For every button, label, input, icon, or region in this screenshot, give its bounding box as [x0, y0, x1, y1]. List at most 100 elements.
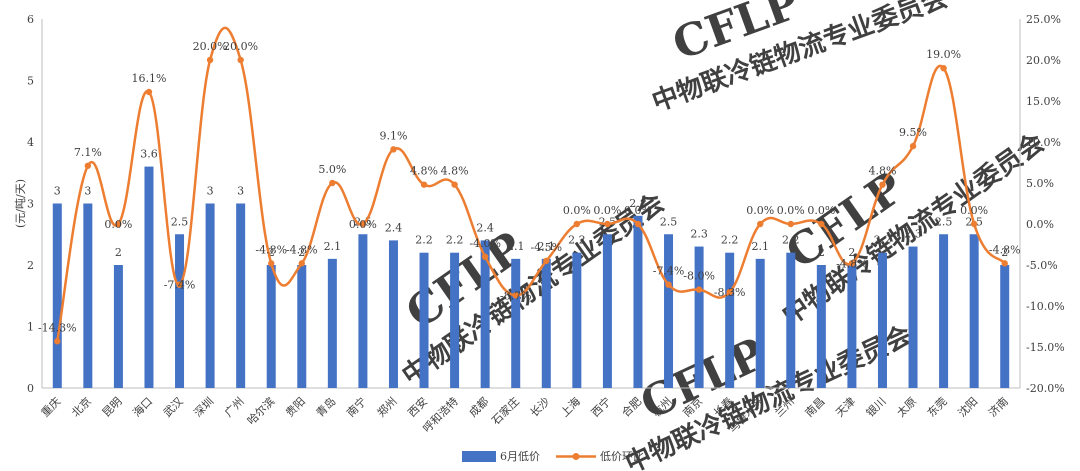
line-value-label: 0.0% [104, 218, 132, 231]
line-point [237, 56, 244, 64]
category-label: 深圳 [191, 395, 216, 420]
bar [786, 252, 796, 388]
right-tick-label: -15.0% [1026, 341, 1065, 354]
bar-series [52, 166, 1010, 388]
line-point [1001, 260, 1008, 267]
bar [511, 258, 521, 388]
category-label: 昆明 [100, 395, 125, 420]
line-value-label: 4.8% [868, 165, 896, 178]
line-point [176, 281, 183, 288]
line-point [879, 181, 886, 188]
right-tick-label: -20.0% [1026, 382, 1065, 395]
line-value-label: 0.0% [624, 204, 652, 217]
bar [664, 234, 674, 388]
bar [327, 258, 337, 388]
bar [847, 265, 857, 388]
line-value-label: 16.1% [131, 72, 166, 85]
category-label: 西安 [405, 394, 430, 419]
category-label: 天津 [833, 395, 858, 420]
category-label: 广州 [222, 395, 247, 420]
bar-value-label: 3 [237, 185, 244, 198]
category-label: 长沙 [528, 395, 553, 420]
bar-value-label: 2 [818, 246, 825, 259]
bar [633, 215, 643, 388]
line-point [634, 220, 642, 228]
category-label: 贵阳 [283, 395, 308, 420]
category-label: 上海 [558, 394, 583, 419]
legend-swatch-bar [462, 451, 496, 462]
line-point [451, 181, 458, 188]
line-value-label: -4.5% [530, 241, 562, 254]
bar [694, 246, 704, 388]
category-label: 西宁 [588, 394, 613, 419]
line-value-label: 9.1% [379, 129, 407, 142]
line-point [512, 292, 519, 299]
bar-value-label: 2 [848, 246, 855, 259]
line-point [818, 220, 825, 228]
line-point [665, 281, 672, 288]
bar-value-label: 3 [207, 185, 214, 198]
bar [144, 166, 154, 388]
line-point [481, 253, 489, 260]
right-tick-label: 20.0% [1026, 54, 1061, 67]
legend-label-bar: 6月低价 [500, 450, 540, 463]
bar [83, 203, 93, 388]
line-point [359, 220, 367, 228]
bar-value-label: 2.1 [324, 240, 342, 253]
bar-value-label: 2.1 [751, 240, 769, 253]
bar-value-label: 2 [268, 246, 275, 259]
left-tick-label: 6 [27, 13, 34, 26]
bar-value-label: 2 [115, 246, 122, 259]
line-point [420, 181, 428, 188]
line-point [298, 260, 305, 267]
line-labels: -14.3%7.1%0.0%16.1%-7.4%20.0%20.0%-4.8%-… [38, 40, 1021, 334]
category-label: 南宁 [344, 394, 369, 419]
right-tick-label: 25.0% [1026, 13, 1061, 26]
left-tick-label: 5 [27, 75, 34, 88]
category-label: 沈阳 [955, 394, 980, 419]
right-tick-label: 15.0% [1026, 95, 1061, 108]
left-tick-label: 3 [27, 198, 34, 211]
category-label: 青岛 [313, 394, 338, 419]
line-value-label: -7.4% [653, 265, 685, 278]
line-point [573, 220, 581, 228]
bar [266, 265, 276, 388]
category-label: 武汉 [161, 395, 186, 420]
bar-value-label: 3 [54, 185, 61, 198]
left-tick-label: 1 [27, 321, 34, 334]
line-point [604, 220, 611, 228]
bar [450, 252, 460, 388]
line-value-label: 0.0% [349, 218, 377, 231]
bar [1000, 265, 1010, 388]
right-tick-label: 0.0% [1026, 218, 1054, 231]
bar-value-label: 2 [1001, 246, 1008, 259]
line-value-label: -8.0% [683, 270, 715, 283]
line-value-label: -4.8% [286, 243, 318, 256]
category-label: 济南 [985, 394, 1010, 419]
bar-value-label: 2 [298, 246, 305, 259]
category-label: 东莞 [925, 395, 950, 420]
line-value-label: -14.3% [38, 321, 77, 334]
category-label: 哈尔滨 [244, 394, 277, 427]
bar [572, 252, 582, 388]
line-point [115, 220, 122, 228]
line-point [970, 220, 978, 228]
line-value-label: -4.8% [989, 243, 1021, 256]
line-point [848, 260, 856, 267]
line-value-label: 20.0% [193, 40, 228, 53]
bar [297, 265, 307, 388]
line-point [206, 56, 214, 64]
bar [52, 203, 62, 388]
bar [113, 265, 123, 388]
right-tick-label: 10.0% [1026, 136, 1061, 149]
category-label: 北京 [69, 394, 94, 419]
line-value-label: -7.4% [164, 279, 196, 292]
bar [388, 240, 398, 388]
line-point [909, 142, 917, 150]
legend: 6月低价 低价环比 [462, 450, 644, 463]
bar [877, 252, 887, 388]
bar-value-label: 2.4 [385, 221, 403, 234]
right-tick-label: 5.0% [1026, 177, 1054, 190]
